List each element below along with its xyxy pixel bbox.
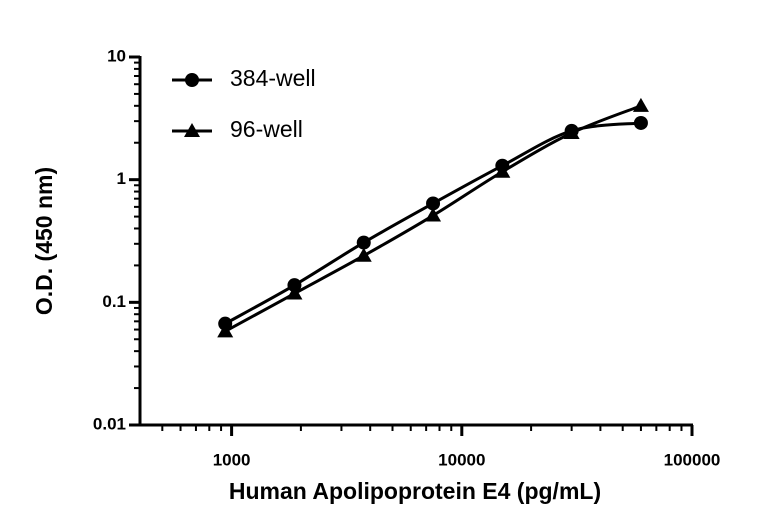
marker [286, 285, 303, 300]
marker [355, 247, 372, 262]
legend-label: 96-well [230, 116, 303, 142]
marker [563, 125, 580, 140]
marker [217, 323, 234, 338]
y-tick-label: 1 [117, 169, 126, 188]
marker [632, 97, 649, 112]
y-tick-label: 10 [107, 46, 126, 65]
x-tick-label: 10000 [438, 450, 485, 469]
marker [287, 278, 302, 293]
series-line [224, 121, 642, 325]
x-tick-label: 1000 [213, 450, 251, 469]
y-tick-label: 0.01 [93, 414, 126, 433]
marker [633, 115, 648, 130]
legend-label: 384-well [230, 65, 316, 91]
marker [184, 123, 200, 137]
x-tick-label: 100000 [664, 450, 721, 469]
marker [425, 207, 442, 222]
y-tick-label: 0.1 [102, 292, 126, 311]
y-axis-title: O.D. (450 nm) [31, 167, 57, 315]
x-axis-title: Human Apolipoprotein E4 (pg/mL) [229, 478, 601, 504]
marker [494, 163, 511, 178]
marker [185, 73, 199, 87]
marker [426, 196, 441, 211]
marker [356, 235, 371, 250]
